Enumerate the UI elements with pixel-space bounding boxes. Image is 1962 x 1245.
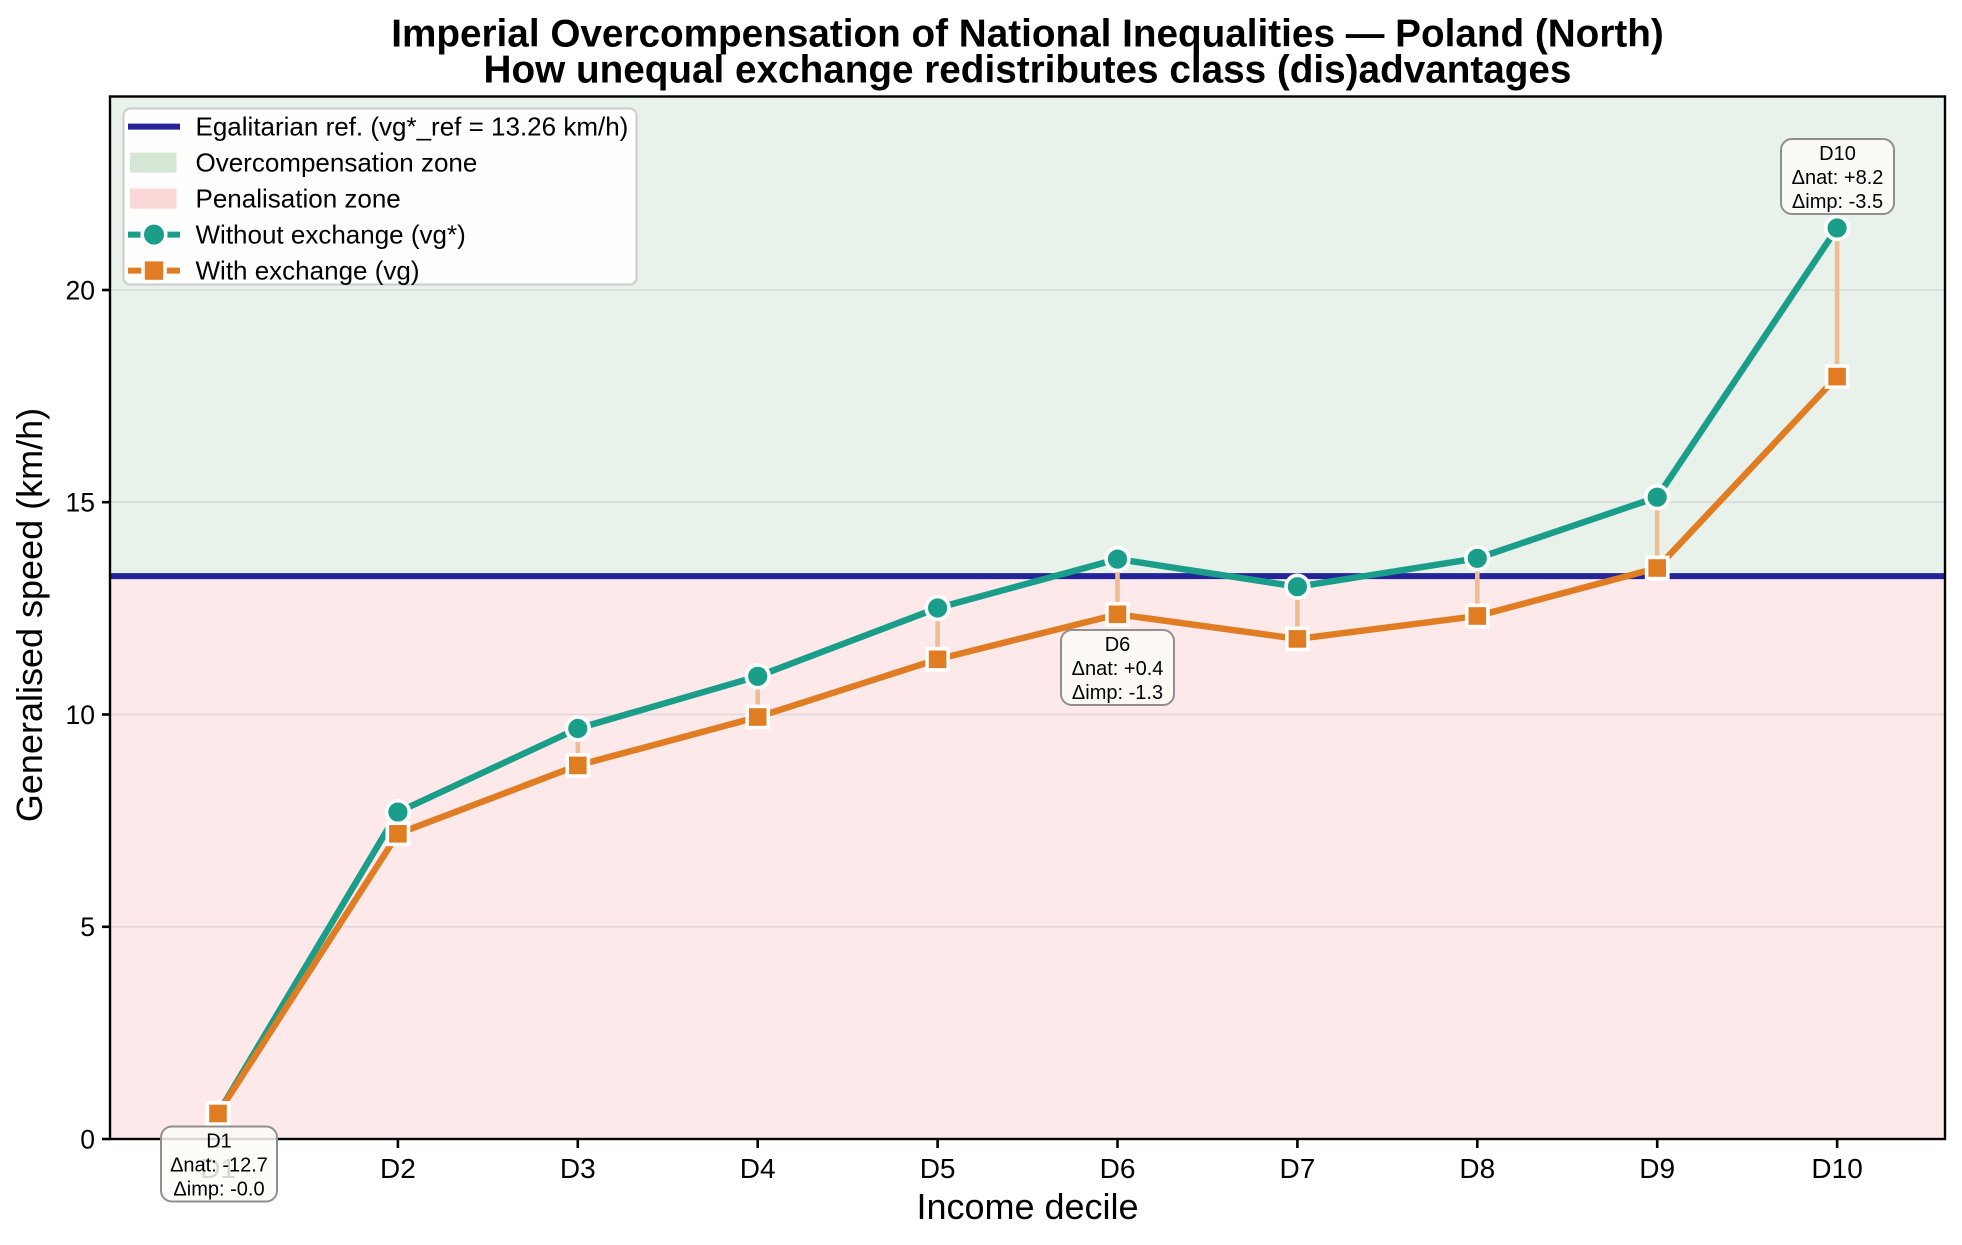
svg-text:Penalisation zone: Penalisation zone xyxy=(196,184,401,214)
svg-text:Without exchange (vg*): Without exchange (vg*) xyxy=(196,220,466,250)
svg-text:D10: D10 xyxy=(1819,143,1856,165)
svg-text:15: 15 xyxy=(66,488,95,518)
svg-text:Δnat: +0.4: Δnat: +0.4 xyxy=(1072,658,1164,680)
svg-text:Δimp: -3.5: Δimp: -3.5 xyxy=(1792,191,1883,213)
svg-text:D7: D7 xyxy=(1280,1153,1316,1184)
svg-text:Δimp: -0.0: Δimp: -0.0 xyxy=(173,1179,264,1201)
svg-text:D10: D10 xyxy=(1811,1153,1862,1184)
svg-text:D5: D5 xyxy=(920,1153,956,1184)
svg-text:Egalitarian ref. (vg*_ref = 13: Egalitarian ref. (vg*_ref = 13.26 km/h) xyxy=(196,112,629,142)
svg-text:Income decile: Income decile xyxy=(916,1186,1138,1227)
svg-text:D4: D4 xyxy=(740,1153,776,1184)
svg-text:Δimp: -1.3: Δimp: -1.3 xyxy=(1072,682,1163,704)
svg-text:D9: D9 xyxy=(1639,1153,1675,1184)
svg-text:5: 5 xyxy=(80,912,95,942)
svg-text:With exchange (vg): With exchange (vg) xyxy=(196,256,420,286)
svg-text:D6: D6 xyxy=(1100,1153,1136,1184)
svg-text:Δnat: -12.7: Δnat: -12.7 xyxy=(170,1155,268,1177)
svg-text:20: 20 xyxy=(66,275,95,305)
svg-text:D3: D3 xyxy=(560,1153,596,1184)
svg-text:How unequal exchange redistrib: How unequal exchange redistributes class… xyxy=(484,49,1572,92)
svg-text:D6: D6 xyxy=(1105,634,1131,656)
svg-text:Overcompensation zone: Overcompensation zone xyxy=(196,148,478,178)
svg-text:D1: D1 xyxy=(206,1131,232,1153)
svg-text:0: 0 xyxy=(80,1124,95,1154)
svg-text:Δnat: +8.2: Δnat: +8.2 xyxy=(1792,167,1884,189)
svg-text:10: 10 xyxy=(66,700,95,730)
svg-text:Generalised speed (km/h): Generalised speed (km/h) xyxy=(9,408,50,822)
svg-text:Imperial Overcompensation of N: Imperial Overcompensation of National In… xyxy=(391,13,1664,56)
svg-text:D2: D2 xyxy=(380,1153,416,1184)
svg-text:D8: D8 xyxy=(1459,1153,1495,1184)
